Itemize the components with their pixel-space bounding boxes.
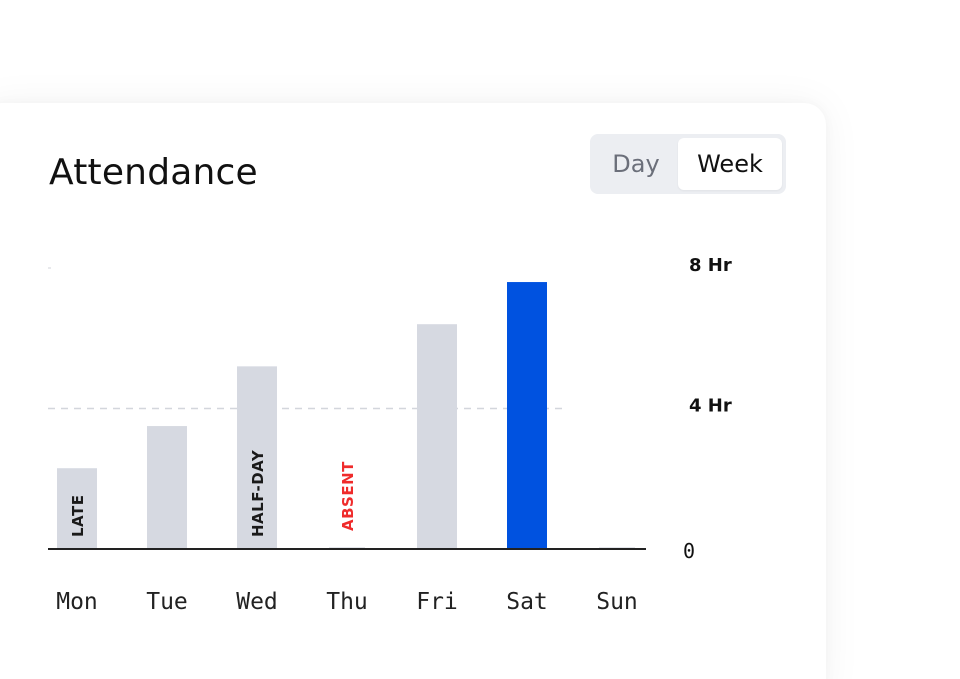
bar-label-thu: ABSENT: [339, 461, 357, 531]
card-title: Attendance: [49, 152, 258, 193]
y-tick-label-0: 0: [683, 539, 695, 563]
x-tick-label-sun: Sun: [596, 589, 638, 615]
y-tick-label-8: 8 Hr: [689, 255, 732, 276]
x-tick-label-thu: Thu: [326, 589, 368, 615]
bar-tue: [147, 426, 187, 549]
bar-label-wed: HALF-DAY: [249, 449, 267, 537]
toggle-day-button[interactable]: Day: [594, 138, 678, 190]
bar-fri: [417, 324, 457, 549]
x-tick-label-mon: Mon: [56, 589, 98, 615]
toggle-week-button[interactable]: Week: [678, 138, 782, 190]
bar-wed: [237, 366, 277, 549]
period-toggle: Day Week: [590, 134, 786, 194]
x-tick-label-sat: Sat: [506, 589, 548, 615]
x-tick-label-tue: Tue: [146, 589, 188, 615]
x-tick-label-fri: Fri: [416, 589, 458, 615]
bar-label-mon: LATE: [69, 495, 87, 537]
x-tick-label-wed: Wed: [236, 589, 278, 615]
bar-sat: [507, 282, 547, 549]
attendance-card: [0, 103, 826, 679]
bar-mon: [57, 468, 97, 549]
y-tick-label-4: 4 Hr: [689, 396, 732, 417]
